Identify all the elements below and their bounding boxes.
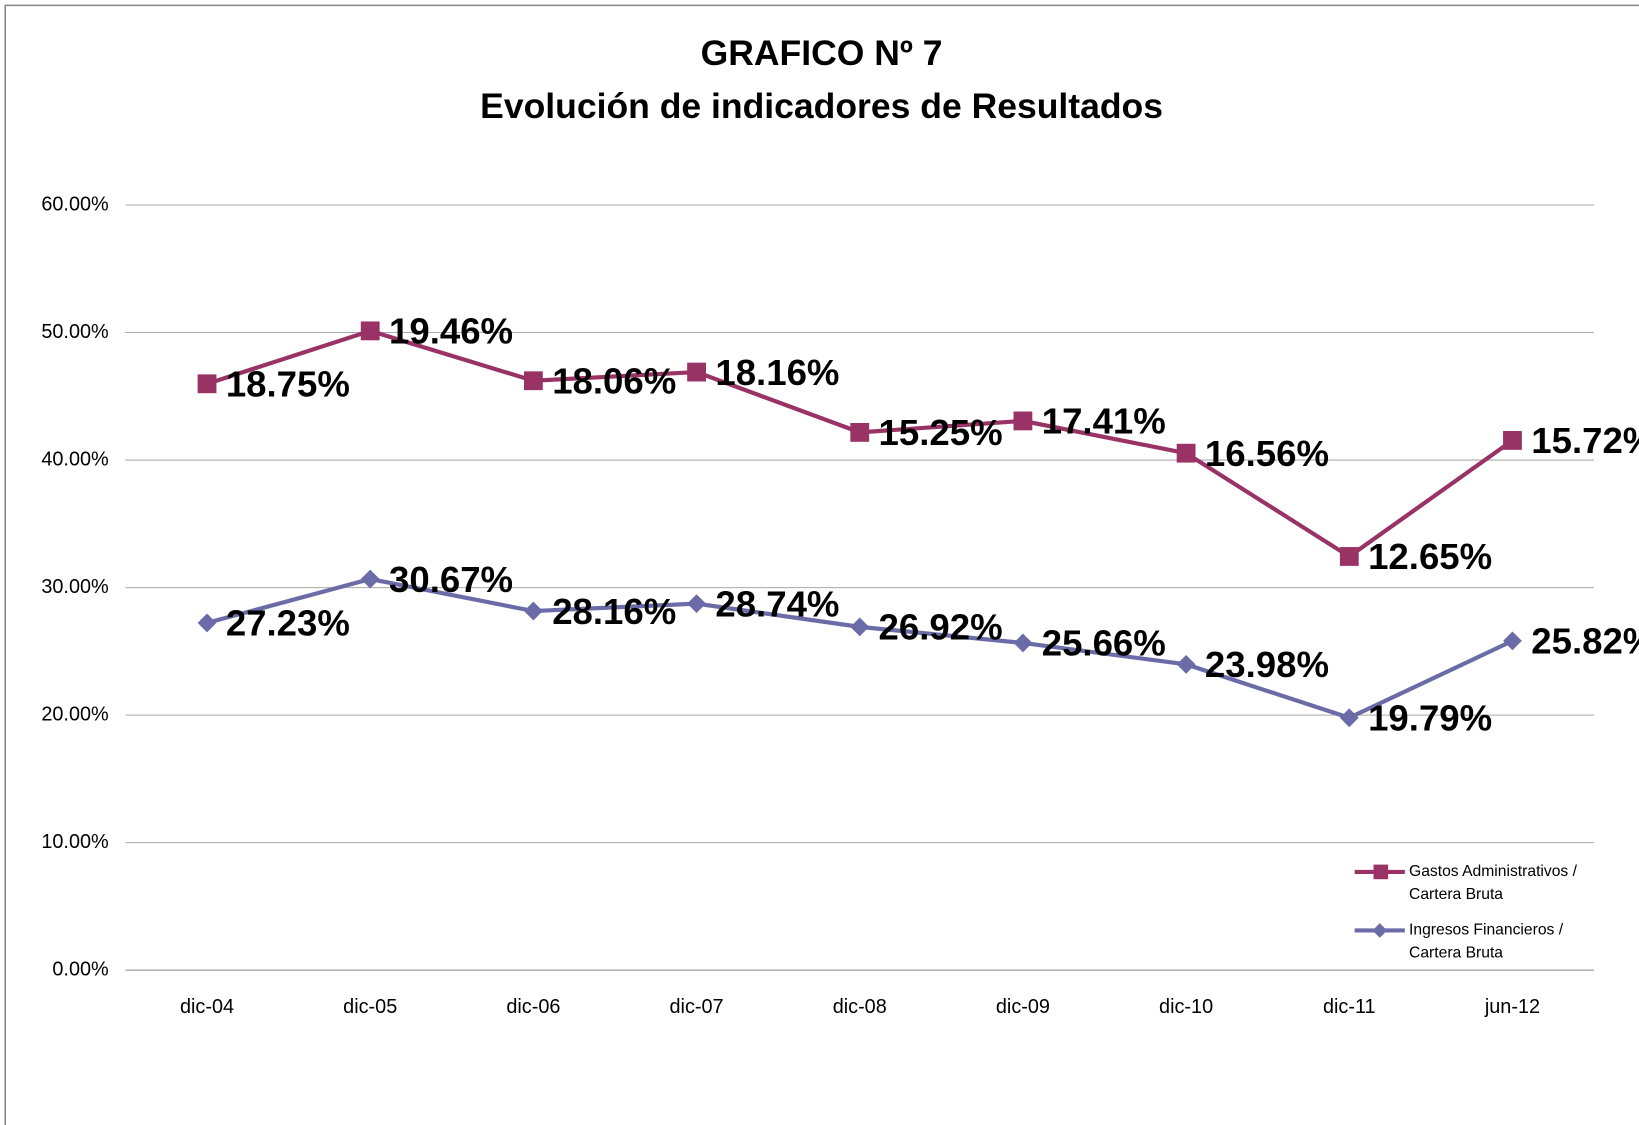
data-label: 30.67%	[389, 559, 513, 600]
data-label: 17.41%	[1042, 401, 1166, 442]
data-label: 15.25%	[879, 412, 1003, 453]
data-label: 28.74%	[715, 583, 839, 624]
marker	[1176, 654, 1196, 674]
marker	[197, 374, 217, 394]
chart-subtitle: Evolución de indicadores de Resultados	[480, 86, 1163, 126]
data-label: 18.06%	[552, 361, 676, 402]
marker	[687, 362, 706, 382]
legend-label-line: Ingresos Financieros /	[1409, 922, 1564, 939]
marker	[850, 617, 870, 637]
x-tick-label: dic-08	[833, 996, 887, 1018]
marker	[197, 613, 217, 633]
x-tick-label: dic-11	[1323, 996, 1376, 1018]
data-label: 28.16%	[552, 591, 676, 632]
x-tick-label: dic-07	[670, 996, 724, 1018]
legend-label-line: Gastos Administrativos /	[1409, 863, 1578, 880]
chart-title: GRAFICO Nº 7	[701, 33, 943, 73]
legend-marker	[1373, 864, 1389, 880]
data-label: 12.65%	[1368, 536, 1492, 577]
data-label: 25.66%	[1042, 623, 1166, 664]
x-tick-label: dic-10	[1159, 996, 1213, 1018]
data-label: 16.56%	[1205, 433, 1329, 474]
marker	[360, 569, 380, 589]
y-tick-label: 50.00%	[41, 321, 108, 343]
x-tick-label: dic-05	[343, 996, 397, 1018]
y-tick-label: 0.00%	[52, 958, 108, 980]
legend-marker	[1372, 923, 1388, 938]
data-label: 19.79%	[1368, 698, 1492, 739]
marker	[360, 321, 380, 341]
marker	[1503, 431, 1522, 450]
data-label: 18.75%	[226, 364, 350, 405]
data-label: 18.16%	[715, 352, 839, 393]
legend-label-line: Cartera Bruta	[1409, 886, 1503, 903]
legend-label: Gastos Administrativos / Cartera Bruta	[1409, 863, 1578, 903]
marker	[1503, 631, 1522, 651]
marker	[1176, 443, 1196, 463]
data-label: 25.82%	[1531, 621, 1639, 662]
legend-label-line: Cartera Bruta	[1409, 945, 1503, 962]
y-tick-label: 20.00%	[41, 703, 108, 725]
marker	[1339, 708, 1359, 728]
data-label: 27.23%	[226, 603, 350, 644]
marker	[687, 594, 706, 614]
x-tick-label: dic-06	[506, 996, 560, 1018]
y-tick-label: 10.00%	[41, 831, 108, 853]
marker	[1339, 547, 1359, 566]
y-tick-label: 30.00%	[41, 576, 108, 598]
data-label: 26.92%	[879, 607, 1003, 648]
marker	[850, 422, 870, 442]
marker	[1013, 411, 1033, 431]
y-tick-label: 40.00%	[41, 448, 108, 470]
data-label: 23.98%	[1205, 644, 1329, 685]
x-tick-label: dic-04	[180, 996, 234, 1018]
legend-label: Ingresos Financieros / Cartera Bruta	[1409, 922, 1564, 962]
data-label: 19.46%	[389, 311, 513, 352]
marker	[523, 601, 543, 621]
y-tick-label: 60.00%	[41, 193, 108, 215]
marker	[1013, 633, 1033, 653]
data-label: 15.72%	[1531, 420, 1639, 461]
marker	[523, 371, 543, 391]
x-tick-label: jun-12	[1484, 996, 1540, 1018]
chart-border	[4, 4, 1639, 1125]
x-tick-label: dic-09	[996, 996, 1050, 1018]
